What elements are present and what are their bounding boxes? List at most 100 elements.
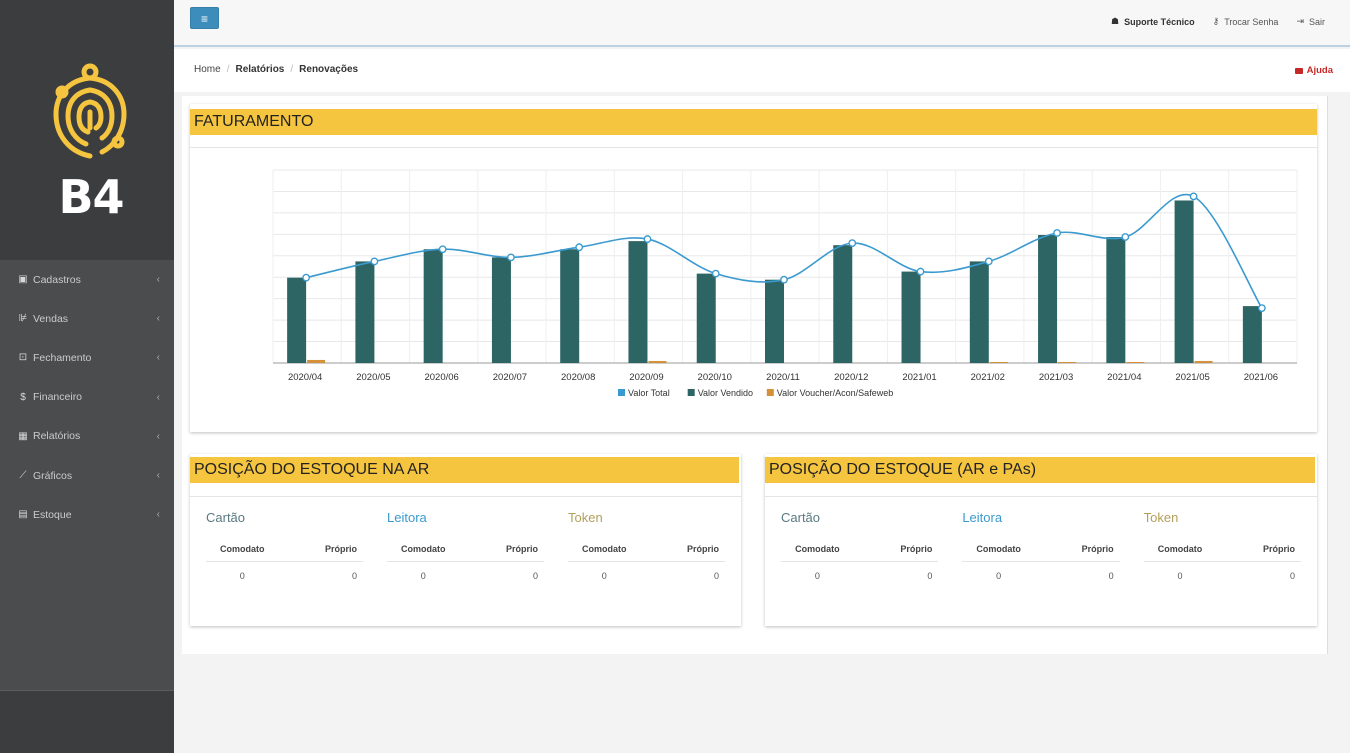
stock-ar-pas-groups: Cartão Comodato Próprio 0 0 Leitora Como… bbox=[781, 510, 1301, 581]
change-password-link[interactable]: ⚷ Trocar Senha bbox=[1213, 16, 1279, 27]
sidebar-item-financeiro[interactable]: $ Financeiro ‹ bbox=[0, 378, 174, 417]
dollar-icon: $ bbox=[20, 391, 26, 403]
bar-valor-vendido bbox=[1038, 235, 1058, 363]
legend-label: Valor Total bbox=[628, 388, 670, 398]
point-valor-total bbox=[780, 275, 788, 284]
sidebar-footer bbox=[0, 690, 174, 753]
sidebar-toggle-button[interactable]: ≡ bbox=[190, 7, 219, 29]
sidebar-item-relatorios[interactable]: ▦ Relatórios ‹ bbox=[0, 417, 174, 456]
table-icon: ▦ bbox=[18, 430, 28, 442]
column-header: Comodato bbox=[582, 544, 627, 554]
x-tick-label: 2021/05 bbox=[1175, 372, 1209, 383]
column-header: Próprio bbox=[1081, 544, 1114, 554]
x-tick-label: 2020/12 bbox=[834, 372, 868, 383]
chevron-left-icon: ‹ bbox=[156, 391, 160, 403]
point-valor-total bbox=[1257, 304, 1266, 313]
id-card-icon: ▣ bbox=[18, 274, 28, 286]
key-icon: ⚷ bbox=[1212, 16, 1220, 26]
bar-valor-voucher bbox=[1058, 361, 1077, 363]
bar-valor-voucher bbox=[1194, 360, 1213, 363]
chevron-left-icon: ‹ bbox=[156, 313, 160, 325]
card-divider bbox=[190, 147, 1317, 148]
column-header: Próprio bbox=[505, 544, 538, 554]
breadcrumb-home[interactable]: Home bbox=[194, 64, 221, 75]
sidebar-item-estoque[interactable]: ▤ Estoque ‹ bbox=[0, 495, 174, 534]
brand-logo-text: B4 bbox=[58, 170, 124, 224]
table-cell: 0 bbox=[814, 571, 820, 581]
x-tick-label: 2020/04 bbox=[288, 372, 322, 383]
table-cell: 0 bbox=[927, 571, 933, 581]
stock-group-title: Cartão bbox=[781, 510, 821, 525]
bar-valor-vendido bbox=[491, 257, 511, 363]
stock-table-header: Comodato Próprio bbox=[387, 544, 544, 562]
help-link[interactable]: Ajuda bbox=[1294, 65, 1333, 76]
point-valor-total bbox=[370, 257, 379, 266]
sidebar-item-vendas[interactable]: ⊯ Vendas ‹ bbox=[0, 299, 174, 338]
breadcrumb-section[interactable]: Relatórios bbox=[235, 64, 285, 75]
stock-table-header: Comodato Próprio bbox=[568, 544, 725, 562]
bar-valor-vendido bbox=[833, 245, 853, 363]
x-tick-label: 2020/11 bbox=[766, 372, 800, 383]
chevron-left-icon: ‹ bbox=[156, 352, 160, 364]
table-cell: 0 bbox=[1108, 571, 1114, 581]
point-valor-total bbox=[711, 269, 720, 278]
breadcrumb-separator: / bbox=[226, 64, 230, 75]
column-header: Comodato bbox=[976, 544, 1021, 554]
point-valor-total bbox=[507, 253, 515, 262]
breadcrumb: Home / Relatórios / Renovações bbox=[194, 64, 358, 75]
video-icon bbox=[1294, 67, 1303, 74]
table-cell: 0 bbox=[713, 571, 719, 581]
stock-table-header: Comodato Próprio bbox=[206, 544, 363, 562]
bar-valor-vendido bbox=[765, 279, 784, 363]
sidebar: B4 ▣ Cadastros ‹ ⊯ Vendas ‹ ⊡ Fechamento… bbox=[0, 0, 174, 753]
bar-valor-vendido bbox=[355, 261, 375, 363]
support-link[interactable]: ☗ Suporte Técnico bbox=[1111, 16, 1195, 27]
table-row: 0 0 bbox=[387, 562, 544, 581]
bar-valor-voucher bbox=[989, 361, 1008, 363]
point-valor-total bbox=[302, 273, 311, 282]
table-row: 0 0 bbox=[962, 562, 1119, 581]
column-header: Próprio bbox=[1262, 544, 1295, 554]
bar-valor-voucher bbox=[648, 360, 667, 363]
bar-valor-vendido bbox=[287, 277, 307, 363]
sidebar-item-label: Vendas bbox=[33, 312, 69, 325]
stock-group-cartao: Cartão Comodato Próprio 0 0 bbox=[206, 510, 363, 581]
x-tick-label: 2020/08 bbox=[561, 372, 595, 383]
logout-link[interactable]: ⇥ Sair bbox=[1296, 16, 1325, 27]
column-header: Comodato bbox=[220, 544, 265, 554]
stock-group-title: Token bbox=[568, 510, 603, 525]
stock-ar-pas-title: POSIÇÃO DO ESTOQUE (AR e PAs) bbox=[765, 457, 1315, 483]
x-tick-label: 2020/05 bbox=[356, 372, 390, 383]
breadcrumb-bar: Home / Relatórios / Renovações Ajuda bbox=[174, 49, 1350, 92]
chevron-left-icon: ‹ bbox=[156, 470, 160, 482]
bar-valor-vendido bbox=[1174, 200, 1194, 363]
breadcrumb-separator: / bbox=[290, 64, 294, 75]
bar-valor-vendido bbox=[901, 271, 921, 363]
table-cell: 0 bbox=[996, 571, 1002, 581]
logout-label: Sair bbox=[1308, 16, 1325, 27]
x-tick-label: 2021/02 bbox=[971, 372, 1005, 383]
x-tick-label: 2020/06 bbox=[424, 372, 458, 383]
legend-label: Valor Voucher/Acon/Safeweb bbox=[777, 388, 893, 398]
stock-group-title: Token bbox=[1143, 510, 1179, 525]
table-row: 0 0 bbox=[568, 562, 725, 581]
sidebar-item-graficos[interactable]: ⟋ Gráficos ‹ bbox=[0, 456, 174, 495]
bar-valor-voucher bbox=[307, 359, 326, 363]
billing-chart: 2020/04 2020/05 2020/06 2020/07 2020/08 2020/… bbox=[272, 169, 1298, 406]
table-cell: 0 bbox=[601, 571, 607, 581]
sidebar-menu: ▣ Cadastros ‹ ⊯ Vendas ‹ ⊡ Fechamento ‹ … bbox=[0, 260, 174, 534]
sidebar-brand-area: B4 bbox=[0, 0, 174, 260]
billing-card: FATURAMENTO 2020/04 2020/05 2020/06 2020/07… bbox=[190, 104, 1317, 432]
fingerprint-logo-icon bbox=[53, 63, 127, 159]
money-icon: ⊡ bbox=[18, 352, 28, 364]
help-label: Ajuda bbox=[1306, 65, 1333, 76]
change-password-label: Trocar Senha bbox=[1224, 16, 1279, 27]
billing-card-title: FATURAMENTO bbox=[190, 109, 1317, 135]
support-label: Suporte Técnico bbox=[1124, 16, 1195, 27]
table-row: 0 0 bbox=[781, 562, 938, 581]
sidebar-item-cadastros[interactable]: ▣ Cadastros ‹ bbox=[0, 260, 174, 299]
legend-swatch bbox=[618, 389, 625, 396]
table-cell: 0 bbox=[239, 571, 245, 581]
sidebar-item-fechamento[interactable]: ⊡ Fechamento ‹ bbox=[0, 338, 174, 377]
table-cell: 0 bbox=[1289, 571, 1295, 581]
